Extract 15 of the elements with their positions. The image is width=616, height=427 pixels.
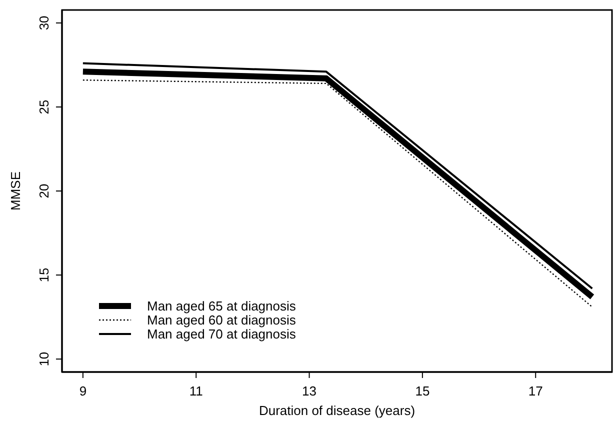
x-axis-title: Duration of disease (years): [258, 403, 416, 418]
legend-label: Man aged 70 at diagnosis: [147, 326, 296, 342]
y-tick-label: 30: [36, 16, 52, 30]
legend-label: Man aged 60 at diagnosis: [147, 312, 296, 328]
x-tick-label: 13: [302, 383, 317, 398]
y-tick-label: 25: [36, 100, 52, 114]
x-tick-label: 15: [415, 383, 430, 398]
y-tick-label: 15: [36, 268, 52, 282]
y-axis-title: MMSE: [8, 171, 23, 210]
x-tick-label: 11: [189, 383, 203, 398]
legend-label: Man aged 65 at diagnosis: [147, 298, 296, 314]
y-tick-label: 20: [36, 184, 52, 198]
x-tick-label: 17: [528, 383, 543, 398]
y-tick-label: 10: [36, 352, 52, 366]
x-tick-label: 9: [79, 383, 87, 398]
